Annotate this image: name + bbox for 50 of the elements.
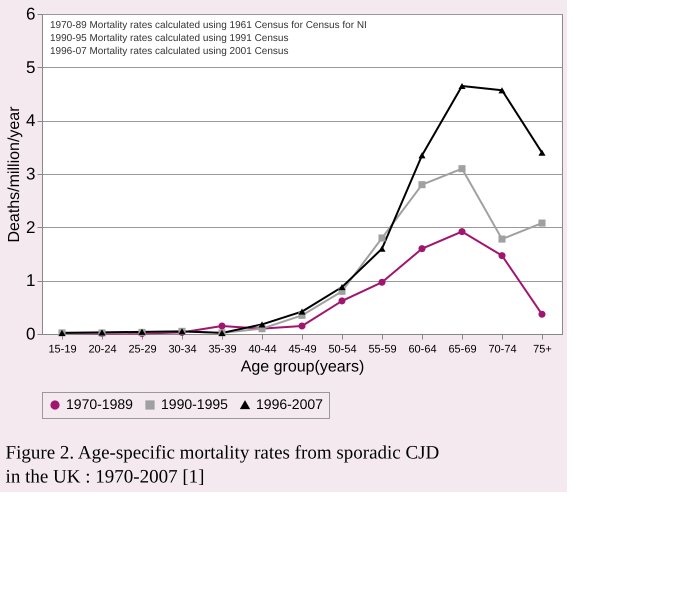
point <box>298 308 306 315</box>
point <box>338 284 346 290</box>
point <box>378 234 386 242</box>
point <box>378 278 386 286</box>
y-tick-label: 0 <box>26 324 36 344</box>
x-tick-label: 35-39 <box>208 344 237 356</box>
x-tick-label: 45-49 <box>288 344 317 356</box>
point <box>538 150 546 156</box>
y-tick-label: 5 <box>26 58 36 77</box>
point <box>538 220 546 227</box>
annotation: 1996-07 Mortality rates calculated using 2001 Census <box>50 46 288 57</box>
point <box>378 246 386 252</box>
y-tick-label: 1 <box>26 271 36 290</box>
point <box>418 245 426 252</box>
legend-label: 1996-2007 <box>256 396 324 412</box>
y-tick-label: 6 <box>26 4 36 24</box>
x-tick-label: 50-54 <box>328 344 357 356</box>
x-tick-label: 70-74 <box>488 344 517 356</box>
point <box>418 152 426 158</box>
x-tick-label: 20-24 <box>88 344 117 356</box>
x-tick-label: 60-64 <box>408 344 437 356</box>
point <box>338 297 346 304</box>
y-tick-label: 2 <box>26 218 36 237</box>
x-tick-label: 40-44 <box>248 344 277 356</box>
x-tick-label: 55-59 <box>368 344 397 356</box>
point <box>418 181 426 188</box>
x-tick-label: 15-19 <box>48 344 77 356</box>
annotation: 1990-95 Mortality rates calculated using 1991 Census <box>50 33 288 44</box>
x-tick-label: 75+ <box>533 344 552 356</box>
x-tick-label: 25-29 <box>128 344 157 356</box>
point <box>258 321 266 328</box>
point <box>298 322 306 330</box>
point <box>218 322 226 330</box>
legend-label: 1990-1995 <box>161 396 228 412</box>
text: Figure 2. Age-specific mortality rates from sporadic CJD in the UK : 1970-2007 [1] <box>6 442 440 488</box>
x-tick-label: 30-34 <box>168 344 197 356</box>
point <box>498 252 506 260</box>
point <box>538 310 546 318</box>
y-tick-label: 4 <box>26 111 36 130</box>
point <box>458 165 466 172</box>
point <box>458 228 466 236</box>
y-axis-title: Deaths/million/year <box>6 106 24 243</box>
x-tick-label: 65-69 <box>448 344 477 356</box>
annotation: 1970-89 Mortality rates calculated using 1961 Census for Census for NI <box>50 20 367 31</box>
point <box>498 236 506 243</box>
x-axis-title: Age group(years) <box>240 358 364 376</box>
y-tick-label: 3 <box>26 164 36 184</box>
point <box>458 82 466 90</box>
legend-label: 1970-1989 <box>66 396 134 412</box>
point <box>498 87 506 94</box>
